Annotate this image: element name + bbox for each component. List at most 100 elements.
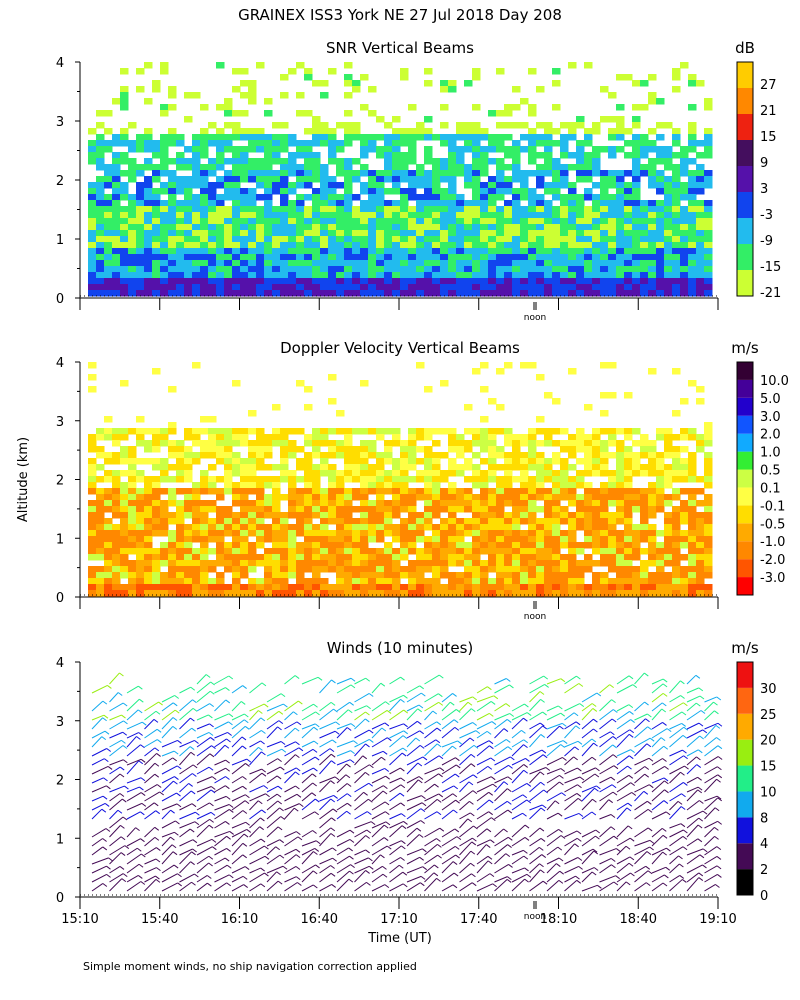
heatmap-cell bbox=[304, 542, 313, 549]
heatmap-cell bbox=[424, 218, 433, 225]
heatmap-cell bbox=[552, 278, 561, 285]
heatmap-cell bbox=[232, 134, 241, 141]
heatmap-cell bbox=[480, 254, 489, 261]
heatmap-cell bbox=[704, 170, 713, 177]
wind-barb-flag bbox=[295, 771, 300, 776]
heatmap-cell bbox=[88, 224, 97, 231]
heatmap-cell bbox=[152, 428, 161, 435]
heatmap-cell bbox=[120, 98, 129, 105]
heatmap-cell bbox=[656, 260, 665, 267]
heatmap-cell bbox=[104, 206, 113, 213]
heatmap-cell bbox=[464, 80, 473, 87]
wind-barb-flag bbox=[387, 737, 392, 742]
heatmap-cell bbox=[208, 212, 217, 219]
wind-barb bbox=[284, 675, 296, 685]
heatmap-cell bbox=[232, 164, 241, 171]
heatmap-cell bbox=[144, 476, 153, 483]
heatmap-cell bbox=[648, 284, 657, 291]
heatmap-cell bbox=[368, 254, 377, 261]
heatmap-cell bbox=[440, 164, 449, 171]
heatmap-cell bbox=[656, 248, 665, 255]
colorbar-swatch bbox=[737, 166, 753, 192]
heatmap-cell bbox=[648, 170, 657, 177]
heatmap-cell bbox=[456, 236, 465, 243]
heatmap-cell bbox=[336, 122, 345, 129]
heatmap-cell bbox=[600, 518, 609, 525]
wind-barb-flag bbox=[365, 835, 370, 839]
wind-barb bbox=[389, 747, 404, 757]
heatmap-cell bbox=[160, 212, 169, 219]
heatmap-cell bbox=[664, 218, 673, 225]
heatmap-cell bbox=[344, 242, 353, 249]
heatmap-cell bbox=[224, 284, 233, 291]
heatmap-cell bbox=[328, 68, 337, 75]
heatmap-cell bbox=[400, 530, 409, 537]
heatmap-cell bbox=[472, 236, 481, 243]
heatmap-cell bbox=[304, 470, 313, 477]
heatmap-cell bbox=[624, 578, 633, 585]
heatmap-cell bbox=[200, 560, 209, 567]
heatmap-cell bbox=[280, 206, 289, 213]
heatmap-cell bbox=[408, 440, 417, 447]
heatmap-cell bbox=[296, 62, 305, 69]
heatmap-cell bbox=[288, 476, 297, 483]
wind-barb bbox=[109, 720, 124, 730]
wind-barb-flag bbox=[210, 789, 216, 794]
heatmap-cell bbox=[632, 470, 641, 477]
wind-barb bbox=[301, 830, 313, 838]
heatmap-cell bbox=[360, 530, 369, 537]
heatmap-cell bbox=[312, 236, 321, 243]
heatmap-cell bbox=[432, 464, 441, 471]
heatmap-cell bbox=[296, 194, 305, 201]
heatmap-cell bbox=[696, 554, 705, 561]
heatmap-cell bbox=[128, 488, 137, 495]
heatmap-cell bbox=[384, 248, 393, 255]
heatmap-cell bbox=[136, 188, 145, 195]
heatmap-cell bbox=[616, 512, 625, 519]
heatmap-cell bbox=[264, 452, 273, 459]
heatmap-cell bbox=[544, 260, 553, 267]
heatmap-cell bbox=[200, 272, 209, 279]
heatmap-cell bbox=[592, 542, 601, 549]
heatmap-cell bbox=[704, 200, 713, 207]
heatmap-cell bbox=[568, 218, 577, 225]
heatmap-cell bbox=[216, 158, 225, 165]
heatmap-cell bbox=[360, 254, 369, 261]
heatmap-cell bbox=[392, 458, 401, 465]
heatmap-cell bbox=[688, 236, 697, 243]
wind-barb bbox=[179, 764, 194, 775]
heatmap-cell bbox=[200, 590, 209, 597]
wind-barb-flag bbox=[191, 851, 196, 856]
heatmap-cell bbox=[232, 536, 241, 543]
wind-barb bbox=[231, 758, 247, 766]
heatmap-cell bbox=[680, 290, 689, 297]
heatmap-cell bbox=[432, 188, 441, 195]
heatmap-cell bbox=[552, 260, 561, 267]
heatmap-cell bbox=[624, 152, 633, 159]
heatmap-cell bbox=[360, 146, 369, 153]
heatmap-cell bbox=[624, 200, 633, 207]
heatmap-cell bbox=[128, 146, 137, 153]
heatmap-cell bbox=[544, 566, 553, 573]
wind-barb bbox=[109, 714, 122, 721]
heatmap-cell bbox=[256, 512, 265, 519]
heatmap-cell bbox=[416, 266, 425, 273]
heatmap-cell bbox=[192, 440, 201, 447]
heatmap-cell bbox=[680, 230, 689, 237]
heatmap-cell bbox=[352, 284, 361, 291]
heatmap-cell bbox=[144, 236, 153, 243]
heatmap-cell bbox=[672, 530, 681, 537]
wind-barb-flag bbox=[257, 800, 263, 805]
heatmap-cell bbox=[544, 488, 553, 495]
heatmap-cell bbox=[592, 428, 601, 435]
heatmap-cell bbox=[224, 212, 233, 219]
heatmap-cell bbox=[392, 170, 401, 177]
heatmap-cell bbox=[216, 530, 225, 537]
heatmap-cell bbox=[88, 548, 97, 555]
heatmap-cell bbox=[144, 566, 153, 573]
heatmap-cell bbox=[280, 446, 289, 453]
heatmap-cell bbox=[632, 440, 641, 447]
wind-barb-flag bbox=[261, 768, 267, 773]
heatmap-cell bbox=[224, 452, 233, 459]
heatmap-cell bbox=[360, 140, 369, 147]
